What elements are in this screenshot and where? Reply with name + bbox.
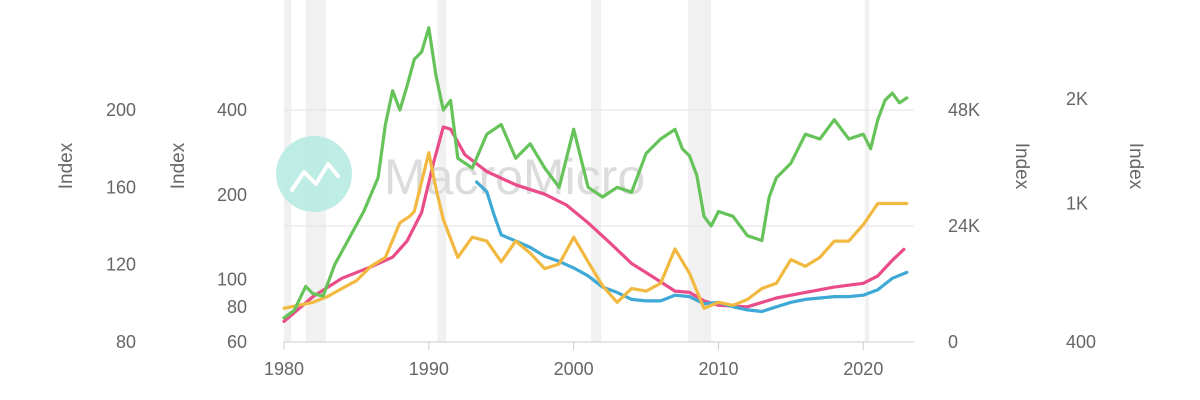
x-tick-label: 2020 <box>843 359 883 379</box>
y-tick-label-a1: 200 <box>106 100 136 120</box>
y-tick-label-a2: 100 <box>217 270 247 290</box>
y-tick-label-a3: 72K <box>948 0 980 4</box>
series-line-2 <box>475 180 909 314</box>
recession-band-5 <box>688 0 712 342</box>
y-tick-label-a3: 24K <box>948 216 980 236</box>
series-line-1 <box>282 125 906 323</box>
y-tick-label-a4: 4K <box>1066 0 1088 4</box>
recession-band-6 <box>864 0 870 342</box>
y-tick-label-a1: 120 <box>106 255 136 275</box>
y-tick-label-a1: 160 <box>106 177 136 197</box>
y-tick-label-a4: 1K <box>1066 194 1088 214</box>
y-tick-label-a3: 0 <box>948 332 958 352</box>
y-axis-title-a2: Index <box>168 142 189 189</box>
y-tick-label-a3: 48K <box>948 100 980 120</box>
watermark-logo-mark-icon <box>290 162 340 192</box>
y-axis-title-a4: Index <box>1125 143 1146 190</box>
y-tick-label-a1: 80 <box>116 332 136 352</box>
x-tick-label: 2010 <box>698 359 738 379</box>
watermark-logo-icon <box>276 136 352 212</box>
x-tick-label: 1990 <box>409 359 449 379</box>
y-tick-label-a2: 80 <box>227 297 247 317</box>
recession-band-4 <box>591 0 602 342</box>
x-tick-label: 1980 <box>264 359 304 379</box>
y-tick-label-a2: 400 <box>217 100 247 120</box>
y-tick-label-a2: 200 <box>217 185 247 205</box>
y-tick-label-a2: 60 <box>227 332 247 352</box>
series-line-4 <box>282 26 909 320</box>
recession-band-3 <box>437 0 447 342</box>
y-axis-title-a1: Index <box>56 142 77 189</box>
y-axis-title-a3: Index <box>1011 143 1032 190</box>
y-tick-label-a4: 400 <box>1066 332 1096 352</box>
x-tick-label: 2000 <box>554 359 594 379</box>
y-tick-label-a4: 2K <box>1066 89 1088 109</box>
series-line-3 <box>282 151 909 310</box>
